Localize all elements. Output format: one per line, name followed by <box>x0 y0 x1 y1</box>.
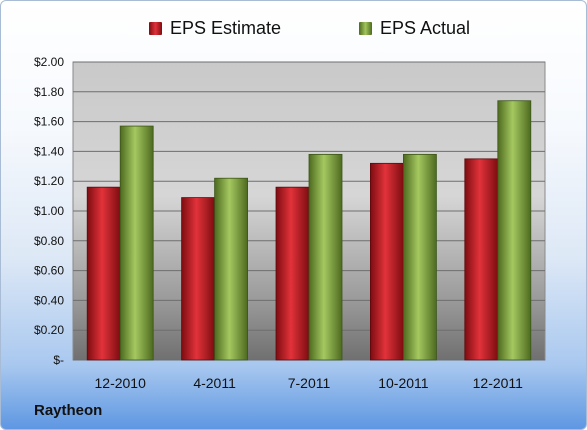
y-tick-label: $0.40 <box>34 293 64 307</box>
legend-swatch-estimate <box>149 21 162 35</box>
bar-eps-actual <box>308 153 343 361</box>
bar-eps-estimate <box>275 186 310 361</box>
legend-item-estimate: EPS Estimate <box>149 15 281 41</box>
y-tick-label: $2.00 <box>34 55 64 69</box>
y-tick-label: $1.40 <box>34 144 64 158</box>
bar-eps-estimate <box>369 162 404 361</box>
bar-eps-actual <box>119 125 154 361</box>
y-tick-label: $- <box>53 353 64 367</box>
y-tick-label: $0.60 <box>34 264 64 278</box>
bar-eps-estimate <box>86 186 121 361</box>
legend-label-actual: EPS Actual <box>380 17 471 38</box>
legend-item-actual: EPS Actual <box>359 15 470 41</box>
y-tick-label: $0.20 <box>34 323 64 337</box>
x-tick-label: 12-2011 <box>473 375 524 391</box>
legend: EPS Estimate EPS Actual <box>1 15 586 41</box>
legend-label-estimate: EPS Estimate <box>170 17 282 38</box>
legend-swatch-actual <box>359 21 372 35</box>
x-tick-label: 7-2011 <box>288 375 331 391</box>
bar-eps-actual <box>497 100 532 361</box>
y-tick-label: $1.60 <box>34 115 64 129</box>
x-tick-label: 4-2011 <box>193 375 236 391</box>
x-tick-label: 12-2010 <box>95 375 147 391</box>
bar-eps-estimate <box>181 197 216 361</box>
x-tick-label: 10-2011 <box>378 375 429 391</box>
company-label: Raytheon <box>34 402 103 419</box>
y-tick-label: $1.00 <box>34 204 64 218</box>
bar-eps-estimate <box>464 158 499 361</box>
bar-eps-actual <box>214 177 249 361</box>
y-tick-label: $1.80 <box>34 85 64 99</box>
y-tick-label: $0.80 <box>34 234 64 248</box>
y-tick-label: $1.20 <box>34 174 64 188</box>
bar-eps-actual <box>402 153 437 361</box>
